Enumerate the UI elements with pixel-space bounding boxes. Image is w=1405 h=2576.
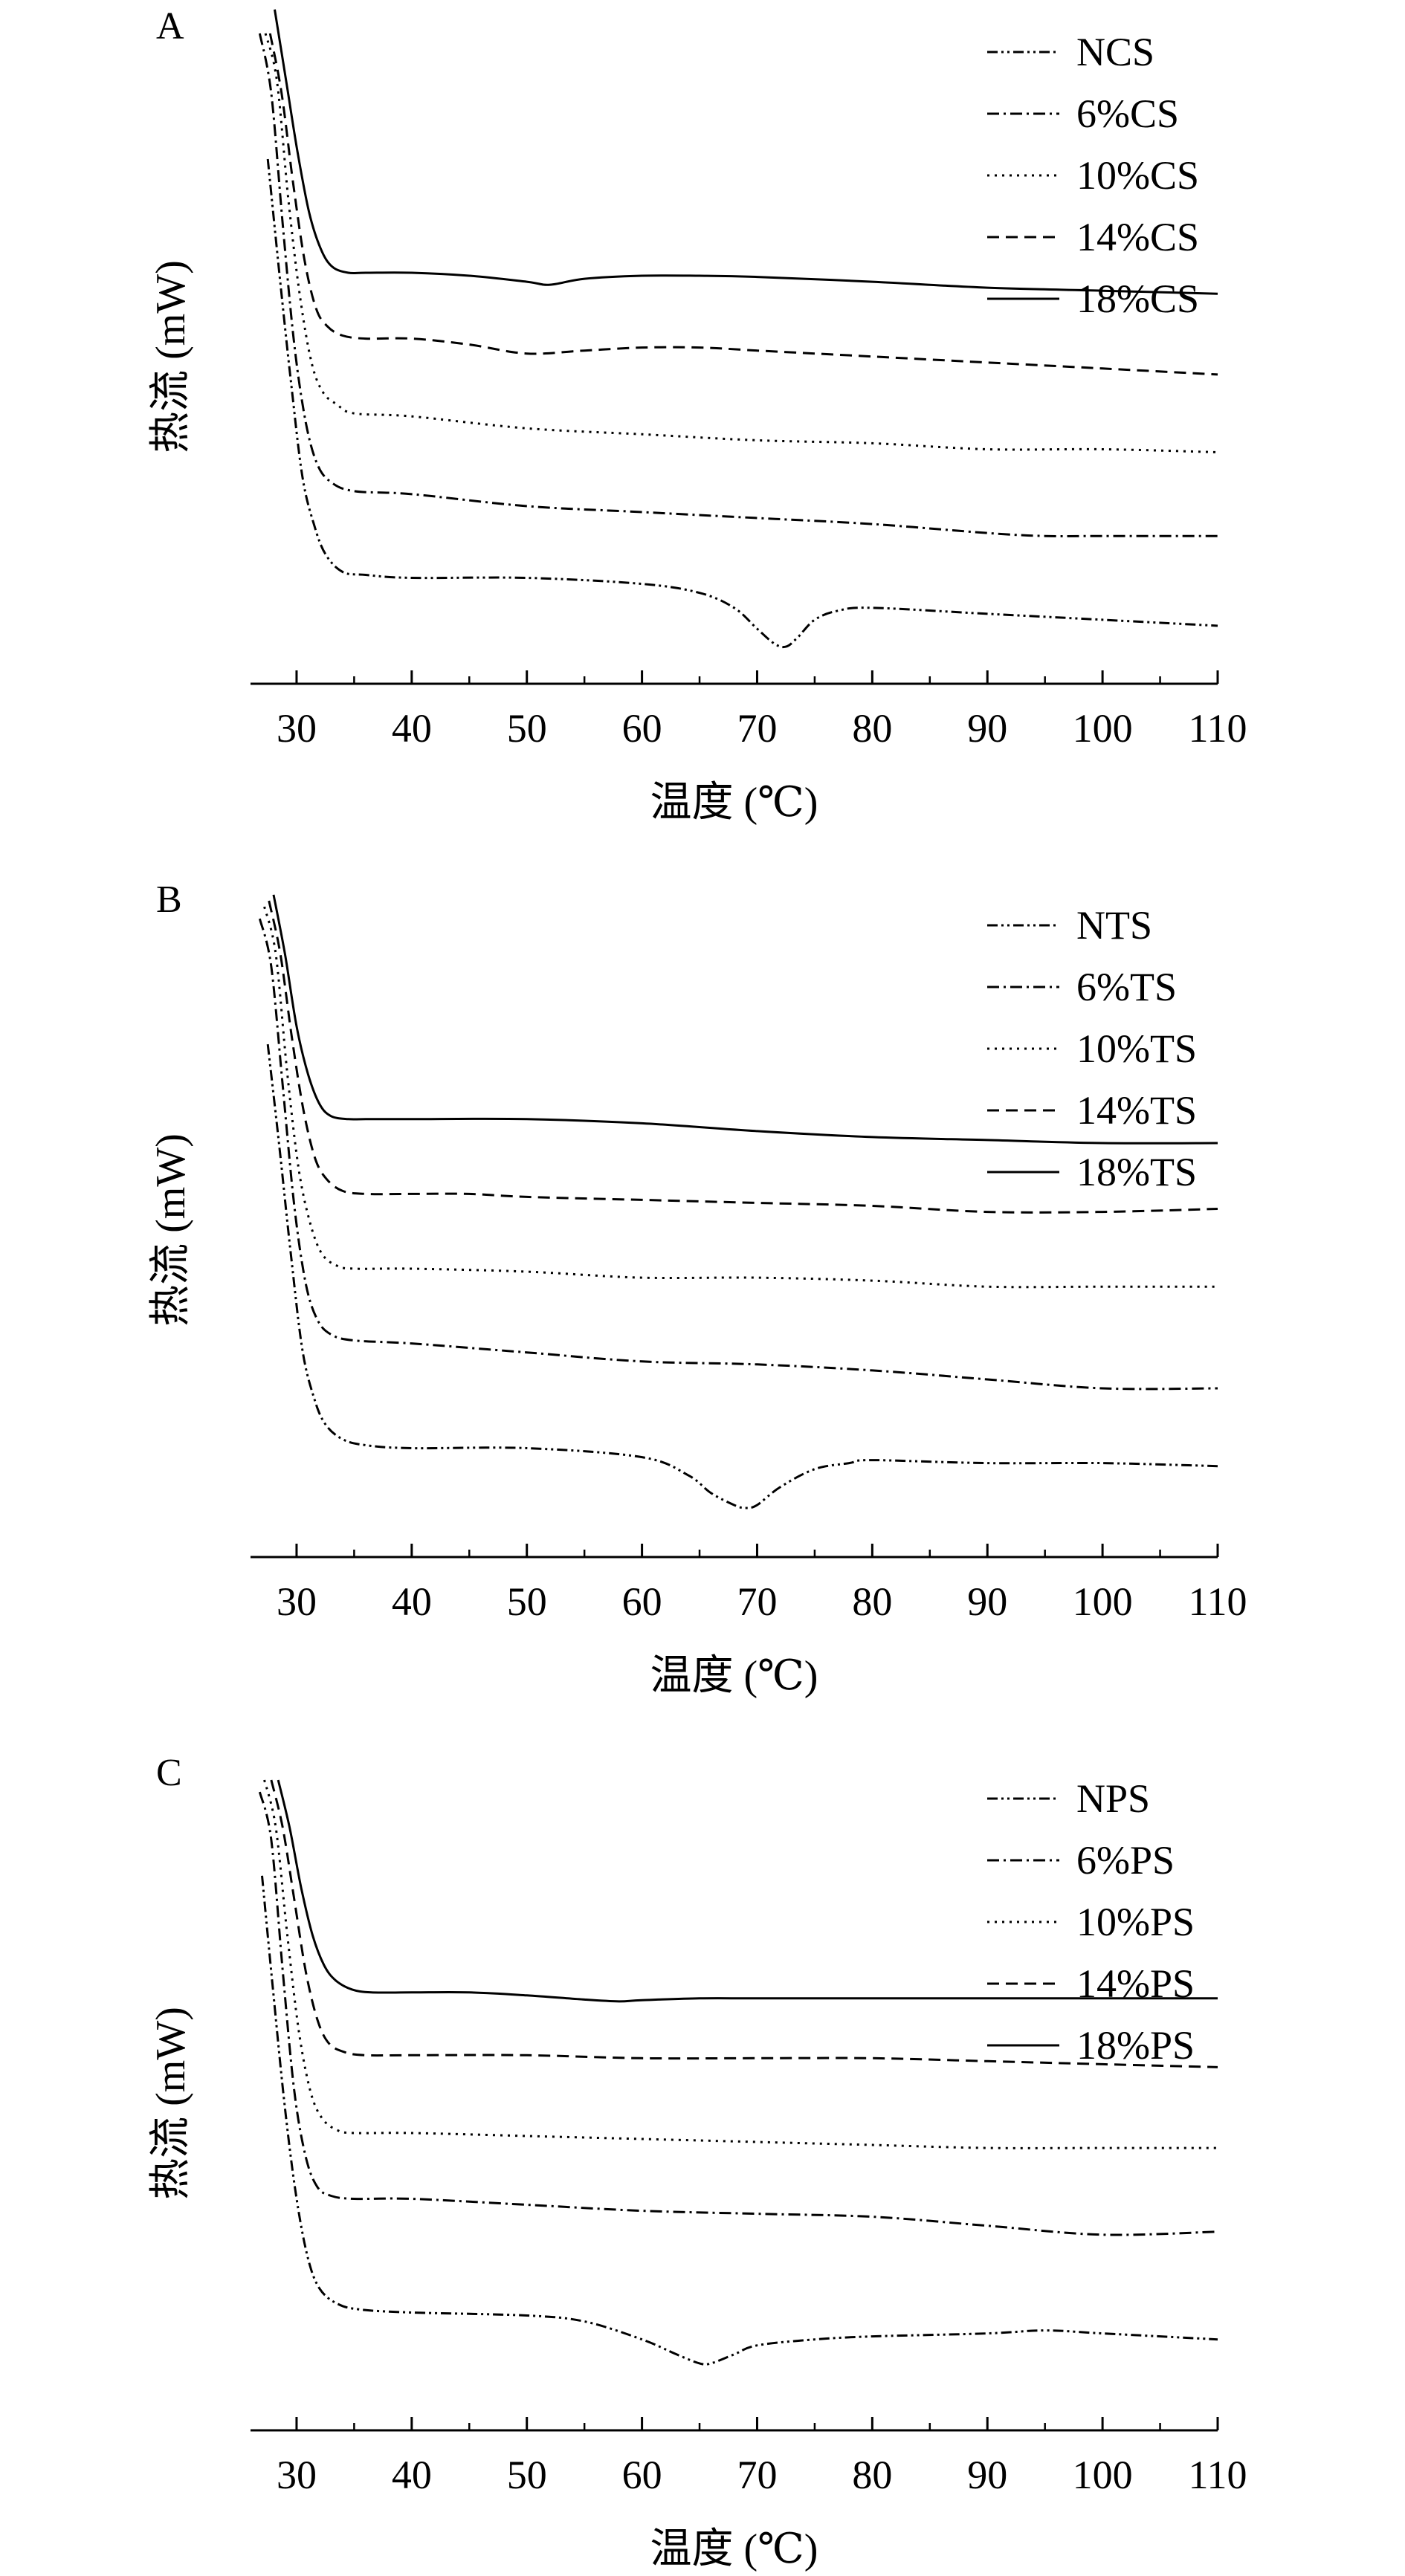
x-tick-label: 30 (277, 2453, 317, 2497)
series-line-18pctts (272, 894, 1218, 1145)
x-tick-label: 80 (852, 706, 892, 751)
legend-label: NTS (1076, 903, 1152, 948)
panel-b: B 30 40 50 60 70 80 90 100 110 温度 (℃) 热流 (mW) NTS 6%T… (148, 878, 1247, 1699)
x-tick-label: 110 (1189, 1579, 1247, 1624)
series-line-14pctts (268, 900, 1218, 1214)
panel-label: A (156, 5, 184, 48)
panel-c: C 30 40 50 60 70 80 90 100 110 温度 (℃) 热流 (mW) NPS 6%P… (148, 1752, 1247, 2572)
panel-label: C (156, 1752, 182, 1794)
series-line-18pctps (277, 1779, 1218, 2003)
series-line-18pctcs (274, 9, 1218, 295)
x-tick-label: 60 (622, 2453, 662, 2497)
x-tick-label: 80 (852, 2453, 892, 2497)
x-tick-label: 50 (507, 1579, 547, 1624)
series-line-nps (261, 1875, 1218, 2366)
x-tick-label: 30 (277, 706, 317, 751)
x-tick-label: 90 (967, 1579, 1007, 1624)
x-tick-label: 110 (1189, 2453, 1247, 2497)
series-line-nts (266, 1043, 1218, 1509)
x-tick-label: 40 (392, 2453, 432, 2497)
legend-label: 10%TS (1076, 1026, 1197, 1071)
x-axis-title: 温度 (℃) (650, 2526, 818, 2572)
panel-a: A 30 40 50 60 70 80 90 100 110 温度 (℃) 热流 (mW) NCS 6%C… (148, 5, 1247, 826)
series-line-10pctcs (264, 33, 1218, 453)
legend-label: NPS (1076, 1776, 1150, 1821)
x-tick-label: 80 (852, 1579, 892, 1624)
panel-label: B (156, 878, 182, 921)
series-line-14pctcs (268, 33, 1218, 376)
series-line-6pctps (258, 1791, 1218, 2236)
x-tick-label: 40 (392, 706, 432, 751)
legend-label: 10%CS (1076, 153, 1199, 198)
x-tick-label: 90 (967, 2453, 1007, 2497)
series-line-6pctcs (258, 33, 1218, 538)
legend-label: 14%TS (1076, 1088, 1197, 1133)
x-tick-label: 40 (392, 1579, 432, 1624)
legend-label: 6%PS (1076, 1838, 1175, 1883)
x-axis-title: 温度 (℃) (650, 780, 818, 826)
legend-label: 18%CS (1076, 276, 1199, 321)
x-tick-label: 100 (1073, 1579, 1133, 1624)
legend-label: 6%CS (1076, 91, 1179, 136)
series-line-6pctts (258, 918, 1218, 1391)
x-tick-label: 50 (507, 706, 547, 751)
x-tick-label: 70 (737, 1579, 777, 1624)
x-tick-label: 110 (1189, 706, 1247, 751)
y-axis-title: 热流 (mW) (148, 260, 194, 453)
legend-label: 14%CS (1076, 215, 1199, 259)
x-tick-label: 100 (1073, 706, 1133, 751)
x-tick-label: 100 (1073, 2453, 1133, 2497)
y-axis-title: 热流 (mW) (148, 2007, 194, 2200)
x-tick-label: 90 (967, 706, 1007, 751)
series-line-14pctps (270, 1779, 1218, 2068)
series-line-10pctps (263, 1779, 1218, 2149)
legend-label: 10%PS (1076, 1900, 1195, 1944)
series-line-ncs (266, 158, 1218, 649)
series-line-10pctts (263, 906, 1218, 1289)
x-tick-label: 70 (737, 2453, 777, 2497)
x-tick-label: 70 (737, 706, 777, 751)
legend-label: NCS (1076, 30, 1154, 74)
y-axis-title: 热流 (mW) (148, 1133, 194, 1327)
x-tick-label: 60 (622, 1579, 662, 1624)
x-tick-label: 60 (622, 706, 662, 751)
x-tick-label: 50 (507, 2453, 547, 2497)
legend-label: 6%TS (1076, 965, 1177, 1009)
legend-label: 18%TS (1076, 1150, 1197, 1194)
legend-label: 18%PS (1076, 2023, 1195, 2068)
x-axis-title: 温度 (℃) (650, 1653, 818, 1699)
x-tick-label: 30 (277, 1579, 317, 1624)
